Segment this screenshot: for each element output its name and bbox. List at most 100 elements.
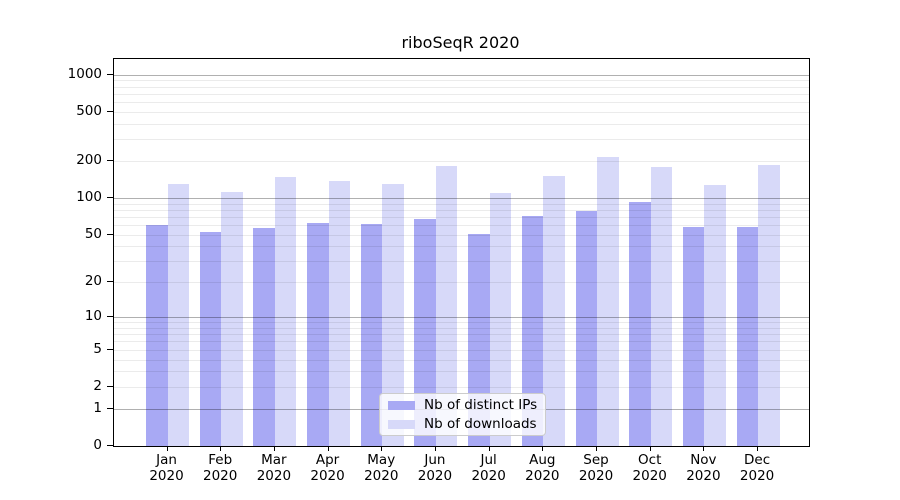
y-tick-label: 500 [76, 102, 102, 119]
bar-nb-of-distinct-ips-sep [575, 210, 598, 446]
gridline-minor [114, 327, 809, 329]
bar-nb-of-downloads-sep [597, 156, 619, 446]
x-tick-month: Mar [261, 452, 287, 468]
bar-nb-of-distinct-ips-jun [414, 219, 436, 446]
x-tick-label-may: May 2020 [349, 452, 413, 484]
gridline-minor [114, 334, 809, 336]
bar-nb-of-downloads-dec [758, 165, 780, 446]
bar-nb-of-downloads-may [382, 184, 404, 446]
gridline-minor [114, 93, 809, 95]
x-tick-month: Oct [638, 452, 662, 468]
x-tick-year: 2020 [256, 468, 292, 484]
x-tick-label-jun: Jun 2020 [403, 452, 467, 484]
bar-nb-of-downloads-mar [274, 177, 297, 446]
x-tick-year: 2020 [525, 468, 560, 484]
gridline-minor [114, 282, 809, 284]
gridline-minor [114, 322, 809, 324]
y-tick-label: 200 [76, 151, 102, 168]
legend-swatch-distinct-ips-icon [388, 400, 415, 410]
y-tick-mark [107, 316, 113, 318]
legend: Nb of distinct IPs Nb of downloads [379, 393, 546, 436]
x-tick-mark [434, 447, 436, 451]
y-tick-label: 10 [84, 308, 102, 325]
x-tick-year: 2020 [203, 468, 238, 484]
gridline-minor [114, 86, 809, 88]
bar-nb-of-distinct-ips-dec [736, 226, 759, 446]
x-tick-mark [166, 447, 168, 451]
x-tick-year: 2020 [686, 468, 721, 484]
x-tick-year: 2020 [471, 468, 506, 484]
y-tick-label: 50 [84, 225, 102, 242]
x-tick-mark [757, 447, 759, 451]
x-tick-month: May [367, 452, 396, 468]
bar-nb-of-distinct-ips-jan [146, 225, 168, 446]
gridline-minor [114, 341, 809, 343]
x-tick-year: 2020 [417, 468, 453, 484]
legend-item-downloads: Nb of downloads [388, 416, 537, 432]
y-tick-mark [107, 233, 113, 235]
gridline-minor [114, 371, 809, 373]
x-tick-mark [273, 447, 275, 451]
gridline-major [114, 197, 809, 199]
y-tick-label: 100 [76, 188, 102, 205]
x-tick-label-jan: Jan 2020 [135, 452, 199, 484]
x-tick-label-sep: Sep 2020 [564, 452, 628, 484]
x-tick-month: Dec [744, 452, 771, 468]
legend-label-downloads: Nb of downloads [424, 416, 537, 432]
y-tick-mark [107, 445, 113, 446]
x-tick-mark [381, 447, 383, 451]
bar-nb-of-distinct-ips-may [360, 224, 383, 446]
x-tick-label-feb: Feb 2020 [188, 452, 252, 484]
y-tick-mark [107, 110, 113, 112]
bar-nb-of-downloads-jan [167, 184, 189, 446]
x-tick-month: Feb [208, 452, 233, 468]
gridline-minor [114, 139, 809, 141]
bar-nb-of-distinct-ips-oct [629, 201, 651, 446]
bar-nb-of-distinct-ips-jul [468, 233, 490, 446]
legend-swatch-downloads-icon [388, 419, 415, 429]
x-tick-month: Jan [156, 452, 177, 468]
x-tick-label-aug: Aug 2020 [510, 452, 574, 484]
x-tick-mark [649, 447, 651, 451]
bar-nb-of-downloads-jun [435, 165, 458, 446]
legend-label-distinct-ips: Nb of distinct IPs [424, 397, 538, 413]
legend-item-distinct-ips: Nb of distinct IPs [388, 397, 537, 413]
y-tick-mark [107, 281, 113, 283]
y-tick-mark [107, 196, 113, 198]
gridline-minor [114, 349, 809, 351]
bar-nb-of-distinct-ips-nov [682, 226, 705, 446]
x-tick-label-apr: Apr 2020 [296, 452, 360, 484]
x-tick-month: Jun [424, 452, 446, 468]
y-tick-label: 1 [93, 399, 102, 416]
y-tick-mark [107, 348, 113, 350]
x-tick-year: 2020 [578, 468, 614, 484]
gridline-minor [114, 234, 809, 236]
gridline-major [114, 317, 809, 319]
x-tick-label-mar: Mar 2020 [242, 452, 306, 484]
x-tick-mark [596, 447, 598, 451]
x-tick-year: 2020 [149, 468, 184, 484]
bar-nb-of-distinct-ips-aug [521, 216, 544, 446]
y-tick-mark [107, 159, 113, 161]
bar-nb-of-distinct-ips-feb [199, 231, 222, 446]
x-tick-label-nov: Nov 2020 [671, 452, 735, 484]
x-tick-month: Sep [583, 452, 609, 468]
y-tick-label: 20 [84, 273, 102, 290]
x-tick-year: 2020 [310, 468, 345, 484]
bar-nb-of-downloads-oct [650, 166, 673, 446]
bar-nb-of-distinct-ips-mar [253, 227, 275, 446]
gridline-minor [114, 216, 809, 218]
x-tick-label-dec: Dec 2020 [725, 452, 789, 484]
x-tick-mark [220, 447, 222, 451]
gridline-minor [114, 160, 809, 162]
y-tick-label: 5 [93, 340, 102, 357]
x-tick-month: Nov [690, 452, 717, 468]
gridline-major [114, 74, 809, 76]
x-tick-year: 2020 [739, 468, 775, 484]
bar-nb-of-downloads-nov [704, 184, 726, 446]
gridline-minor [114, 80, 809, 82]
x-tick-month: Aug [529, 452, 556, 468]
x-tick-mark [703, 447, 705, 451]
x-tick-label-jul: Jul 2020 [457, 452, 521, 484]
